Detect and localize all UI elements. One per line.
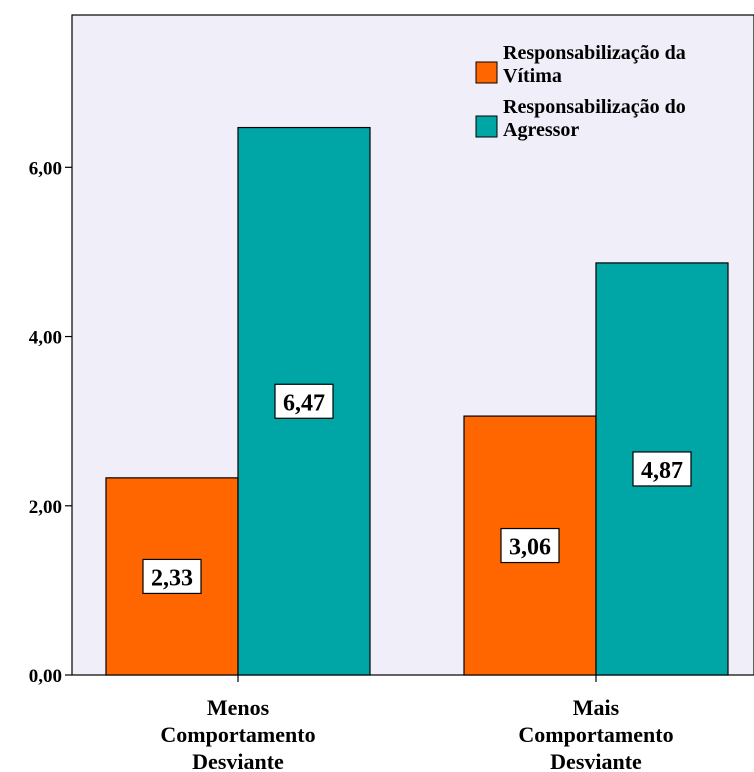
legend-swatch-0 [475, 61, 498, 84]
data-label: 6,47 [283, 390, 325, 416]
x-category-label: Desviante [192, 749, 284, 772]
data-label-box [632, 451, 692, 487]
legend-swatch-1 [475, 115, 498, 138]
legend-label: Responsabilização da [503, 42, 686, 64]
legend-label: Agressor [503, 119, 579, 141]
legend-label: Responsabilização do [503, 96, 686, 118]
legend-label: Vítima [503, 65, 562, 87]
x-category-label: Comportamento [518, 722, 673, 747]
data-label: 4,87 [641, 458, 683, 484]
data-label: 2,33 [151, 565, 193, 591]
data-label-box [500, 527, 560, 564]
x-category-label: Mais [573, 695, 620, 720]
y-tick-label: 6,00 [29, 158, 62, 179]
y-tick-label: 4,00 [29, 328, 62, 349]
data-label: 3,06 [509, 535, 551, 561]
y-tick-label: 2,00 [29, 497, 62, 518]
x-category-label: Comportamento [160, 722, 315, 747]
data-label-box [274, 383, 334, 419]
x-category-label: Desviante [550, 749, 642, 772]
y-tick-label: 0,00 [29, 666, 62, 687]
data-label-box [142, 558, 202, 595]
x-category-label: Menos [207, 695, 270, 720]
